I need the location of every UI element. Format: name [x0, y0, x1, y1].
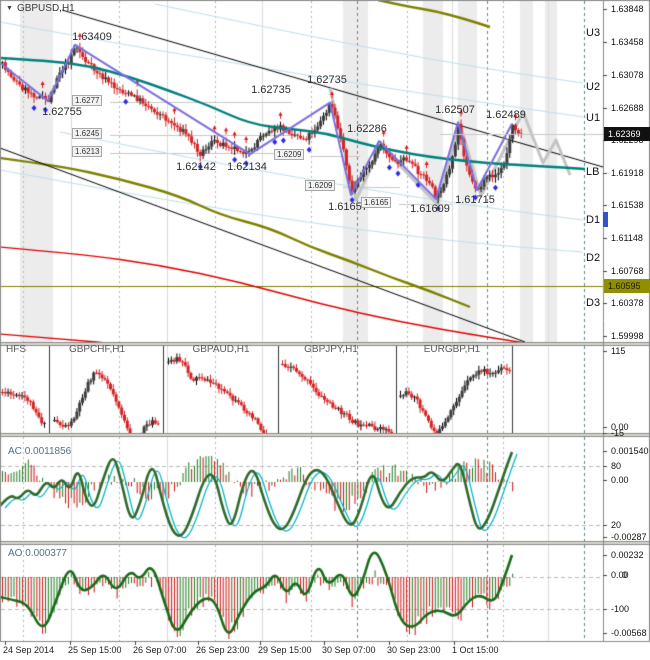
band-label-u2: U2 — [586, 81, 601, 93]
level-label: 1.6209 — [274, 149, 305, 160]
indicator-scale-tick: -0.00287 — [611, 532, 647, 542]
price-scale-tick: 1.63848 — [611, 4, 644, 14]
ac-indicator-label: AC 0.0011856 — [8, 446, 71, 457]
level-label: 1.6245 — [72, 128, 103, 139]
ac-indicator-value: 0.0011856 — [24, 446, 72, 457]
band-label-d3: D3 — [586, 297, 601, 309]
price-annotation: 1.62755 — [42, 106, 82, 118]
order-scale-marker[interactable] — [603, 212, 608, 227]
chart-menu-icon[interactable]: ▼ — [6, 5, 13, 12]
price-annotation: 1.62489 — [486, 109, 526, 121]
time-axis-label: 24 Sep 2014 — [3, 645, 55, 655]
mini-chart-title[interactable]: EURGBP,H1 — [423, 344, 481, 355]
price-annotation: 1.62142 — [176, 161, 216, 173]
indicator-scale-tick: 80 — [611, 461, 622, 471]
mini-chart-title[interactable]: HFS — [6, 344, 26, 355]
indicator-scale-tick: 0.00 — [611, 475, 629, 485]
indicator-scale-tick: 0.00232 — [611, 550, 644, 560]
mini-chart-title[interactable]: GBPJPY,H1 — [304, 344, 358, 355]
level-label: 1.6213 — [72, 146, 103, 157]
band-label-u1: U1 — [586, 112, 601, 124]
time-axis-label: 26 Sep 23:00 — [196, 645, 250, 655]
time-axis-label: 25 Sep 15:00 — [68, 645, 122, 655]
price-annotation: 1.61715 — [455, 194, 495, 206]
ao-indicator-value: 0.000377 — [25, 548, 67, 559]
price-annotation: 1.62735 — [307, 74, 347, 86]
current-price-box: 1.62369 — [604, 127, 650, 141]
symbol-title[interactable]: ▼ GBPUSD,H1 — [6, 3, 75, 14]
indicator-scale-tick: 115 — [611, 346, 626, 356]
price-scale-tick: 1.63458 — [611, 37, 644, 47]
price-scale-tick: 1.63078 — [611, 70, 644, 80]
time-axis-label: 30 Sep 23:00 — [387, 645, 441, 655]
mini-chart-title[interactable]: GBPCHF,H1 — [68, 344, 126, 355]
time-axis-label: 30 Sep 07:00 — [322, 645, 376, 655]
price-annotation: 1.63409 — [72, 31, 112, 43]
indicator-scale-tick: 0.001540 — [611, 446, 649, 456]
price-scale-tick: 1.60768 — [611, 266, 644, 276]
time-axis-label: 1 Oct 15:00 — [452, 645, 499, 655]
price-annotation: 1.62134 — [227, 161, 267, 173]
price-scale-tick: 1.61148 — [611, 233, 643, 243]
price-annotation: 1.61609 — [410, 203, 450, 215]
level-price-box: 1.60595 — [604, 279, 650, 293]
level-label: 1.6209 — [305, 180, 336, 191]
indicator-scale-tick: 0.00 — [611, 570, 629, 580]
price-scale-tick: 1.60378 — [611, 298, 644, 308]
band-label-d2: D2 — [586, 252, 601, 264]
price-scale-tick: 1.62688 — [611, 103, 644, 113]
level-label: 1.6165 — [361, 197, 392, 208]
band-label-lb: LB — [586, 166, 600, 178]
ao-indicator-name: AO — [8, 548, 23, 559]
price-scale[interactable] — [603, 0, 650, 641]
ao-indicator-label: AO 0.000377 — [8, 548, 67, 559]
level-label: 1.6277 — [72, 95, 103, 106]
indicator-scale-tick: -0.00568 — [611, 628, 647, 638]
price-annotation: 1.62735 — [251, 84, 291, 96]
indicator-scale-tick: 0 — [622, 570, 628, 580]
time-axis-label: 26 Sep 07:00 — [133, 645, 187, 655]
indicator-scale-tick: 0.00 — [611, 422, 629, 432]
symbol-title-text: GBPUSD,H1 — [16, 3, 75, 14]
price-scale-tick: 1.61538 — [611, 200, 644, 210]
price-scale-tick: 1.61918 — [611, 168, 644, 178]
price-annotation: 1.62507 — [435, 104, 475, 116]
mini-chart-title[interactable]: GBPAUD,H1 — [192, 344, 250, 355]
indicator-scale-tick: 20 — [611, 520, 622, 530]
price-annotation: 1.61657 — [328, 201, 368, 213]
band-label-d1: D1 — [586, 214, 601, 226]
price-scale-tick: 1.59998 — [611, 331, 644, 341]
ac-indicator-name: AC — [8, 446, 22, 457]
price-annotation: 1.62286 — [347, 123, 387, 135]
indicator-scale-tick: -100 — [611, 604, 630, 614]
band-label-u3: U3 — [586, 27, 601, 39]
indicator-scale-tick: -15 — [611, 428, 625, 438]
time-axis-label: 29 Sep 15:00 — [258, 645, 312, 655]
